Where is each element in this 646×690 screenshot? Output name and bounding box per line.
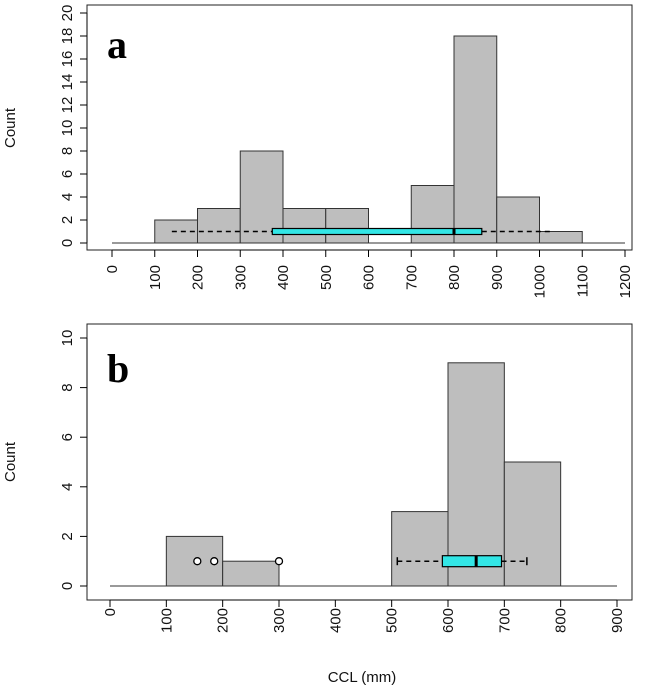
histogram-bar <box>239 150 284 244</box>
x-tick-label: 100 <box>147 265 164 290</box>
histogram-bar <box>447 362 505 587</box>
x-tick-label: 400 <box>327 608 344 633</box>
x-axis-label: CCL (mm) <box>328 669 397 686</box>
x-tick-label: 800 <box>553 608 570 633</box>
y-axis-label: Count <box>2 107 19 148</box>
x-tick-label: 1200 <box>617 265 634 298</box>
x-tick-label: 1100 <box>574 265 591 297</box>
x-tick-label: 500 <box>318 265 335 290</box>
outlier-point <box>274 557 284 566</box>
y-tick-label: 8 <box>59 147 76 155</box>
outlier-point <box>210 557 219 566</box>
x-tick-label: 900 <box>609 608 626 633</box>
x-tick-label: 500 <box>384 608 401 633</box>
histogram-bar <box>503 461 562 587</box>
panel-a: a Count 0 2 4 6 8 10 12 14 16 18 20 0 100 200 300 400 5… <box>2 4 634 298</box>
y-tick-label: 10 <box>59 120 76 137</box>
y-tick-label: 6 <box>59 170 76 178</box>
y-tick-label: 8 <box>59 383 76 391</box>
histogram-bar <box>453 35 498 244</box>
y-tick-label: 12 <box>59 97 76 114</box>
y-tick-label: 2 <box>59 216 76 224</box>
histogram-bar <box>222 560 280 587</box>
y-tick-label: 16 <box>59 51 76 68</box>
x-tick-label: 600 <box>361 265 378 290</box>
box-iqr <box>441 555 503 568</box>
x-tick-label: 400 <box>275 265 292 290</box>
histogram-bar <box>496 196 540 244</box>
x-tick-label: 1000 <box>532 265 549 298</box>
x-tick-label: 600 <box>440 608 457 633</box>
histogram-bar <box>391 511 449 587</box>
x-tick-label: 800 <box>446 265 463 290</box>
x-tick-label: 300 <box>271 608 288 633</box>
y-tick-label: 4 <box>59 193 76 201</box>
y-tick-label: 18 <box>59 28 76 45</box>
box-iqr <box>271 227 483 236</box>
x-tick-label: 200 <box>190 265 207 290</box>
y-tick-label: 0 <box>59 582 76 590</box>
x-tick-label: 700 <box>496 608 513 633</box>
histogram-bar <box>197 208 241 244</box>
y-tick-label: 10 <box>59 330 76 347</box>
x-tick-label: 0 <box>104 265 121 273</box>
y-tick-label: 6 <box>59 433 76 441</box>
x-tick-label: 200 <box>215 608 232 633</box>
panel-b: b Count 0 2 4 6 8 10 0 100 200 300 400 500 600 700 80… <box>2 323 633 686</box>
histogram-bar <box>539 231 583 244</box>
x-tick-label: 900 <box>489 265 506 290</box>
y-tick-label: 4 <box>59 483 76 491</box>
x-tick-label: 300 <box>232 265 249 290</box>
x-tick-label: 100 <box>158 608 175 633</box>
histogram-bar <box>282 208 327 244</box>
y-tick-label: 14 <box>59 74 76 91</box>
x-tick-label: 0 <box>102 608 119 616</box>
panel-label: b <box>107 346 129 391</box>
y-tick-label: 20 <box>59 5 76 22</box>
x-tick-label: 700 <box>403 265 420 290</box>
outlier-point <box>193 557 202 566</box>
y-tick-label: 0 <box>59 239 76 247</box>
y-axis-label: Count <box>2 441 19 482</box>
histogram-bar <box>325 208 369 244</box>
panel-label: a <box>107 22 127 67</box>
y-tick-label: 2 <box>59 532 76 540</box>
